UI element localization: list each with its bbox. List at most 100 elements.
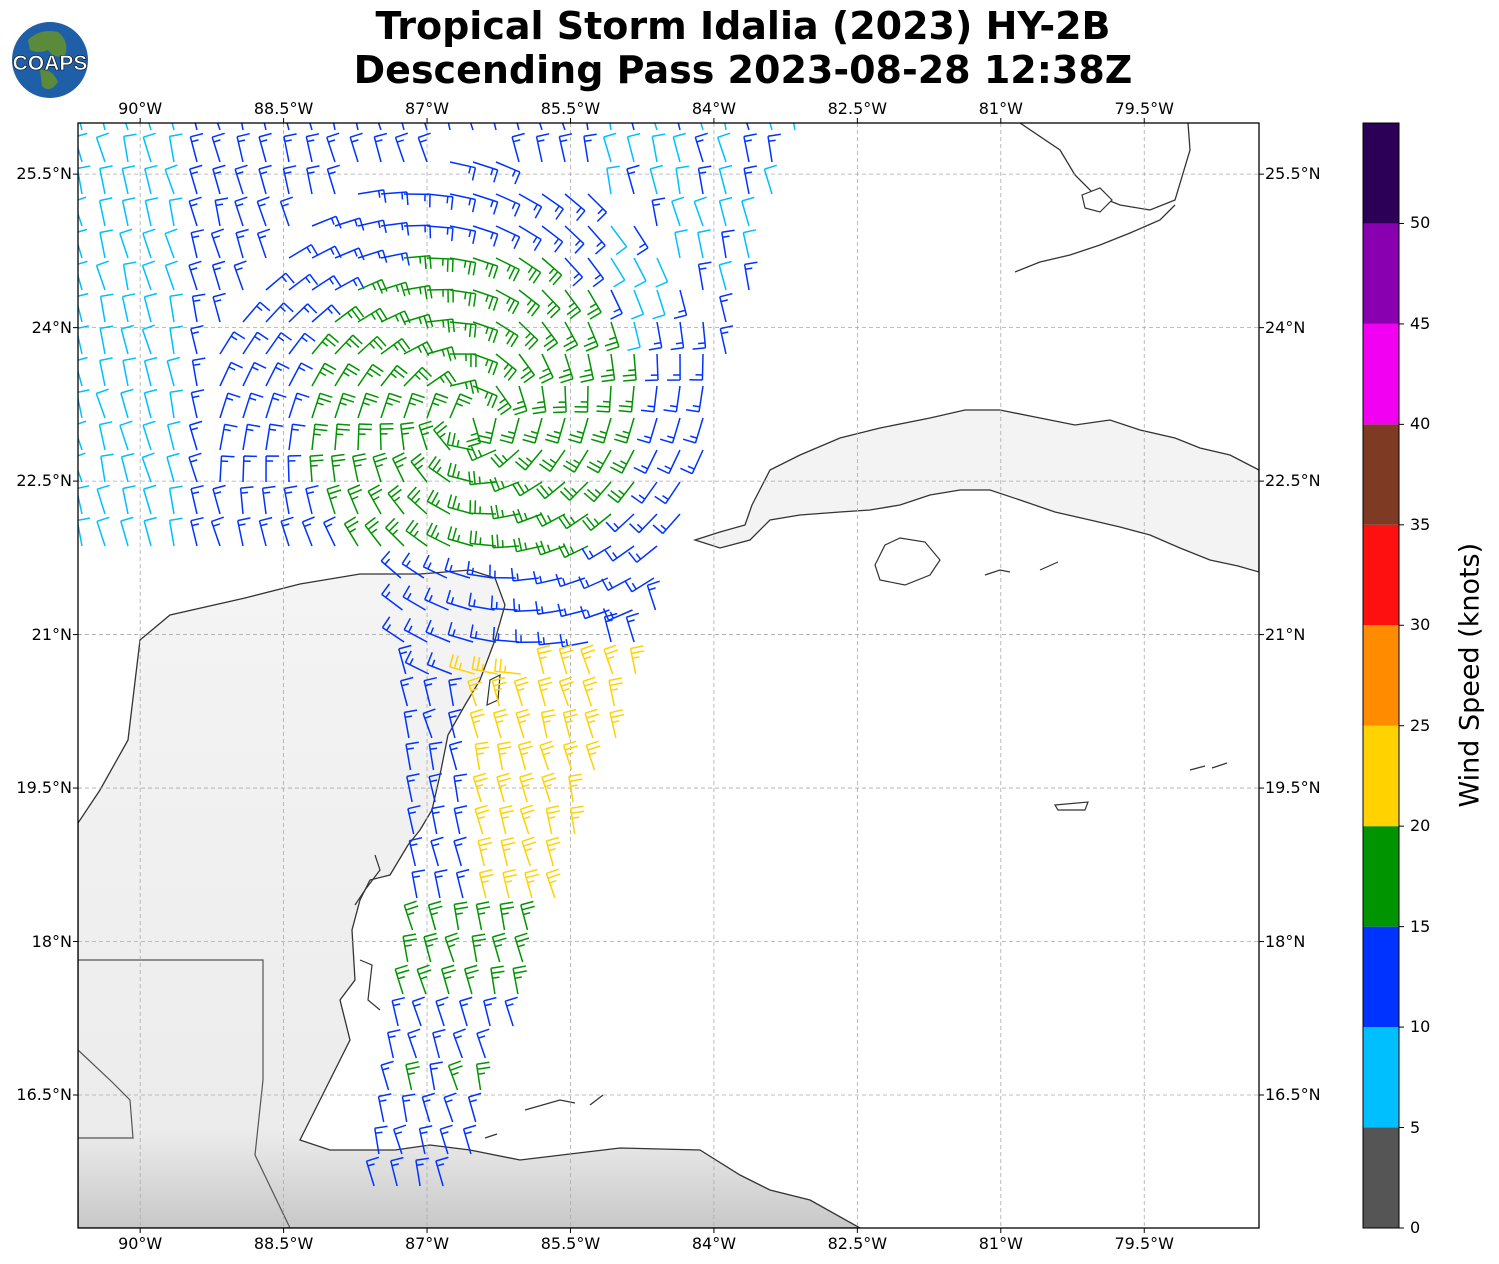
cuba-small-islands	[984, 561, 1059, 576]
y-tick-label-left: 18°N	[31, 931, 72, 951]
wind-barb	[608, 677, 623, 707]
wind-barb	[496, 741, 512, 771]
wind-barb	[626, 132, 641, 163]
wind-barb	[283, 133, 297, 163]
wind-barb	[311, 304, 341, 323]
wind-barb	[164, 164, 178, 195]
wind-barb	[531, 385, 547, 415]
wind-barb	[309, 123, 313, 131]
wind-barb	[242, 423, 261, 451]
wind-barb	[472, 772, 488, 803]
wind-barb	[495, 193, 521, 217]
wind-barb	[256, 196, 270, 227]
wind-barb	[426, 225, 454, 242]
wind-barb	[653, 123, 658, 131]
wind-barb	[169, 325, 183, 355]
wind-barb	[522, 417, 543, 444]
figure-title-line1: Tropical Storm Idalia (2023) HY-2B	[375, 4, 1111, 48]
wind-barb	[500, 836, 516, 867]
colorbar-tick-label: 50	[1410, 213, 1431, 233]
wind-barb	[122, 261, 137, 291]
wind-barb	[311, 392, 333, 419]
wind-barb	[792, 123, 796, 131]
wind-barb	[673, 289, 688, 320]
colorbar-tick-label: 0	[1410, 1218, 1421, 1237]
wind-barb	[652, 513, 681, 535]
wind-barb	[286, 123, 290, 131]
wind-barb	[449, 353, 477, 368]
wind-barb	[311, 215, 342, 229]
wind-barb	[558, 513, 589, 530]
wind-barb	[357, 189, 387, 203]
wind-barb	[357, 335, 387, 355]
wind-barb	[535, 133, 550, 163]
figure-title-line2: Descending Pass 2023-08-28 12:38Z	[353, 48, 1133, 92]
wind-barb	[518, 193, 543, 219]
wind-barb	[216, 123, 221, 131]
colorbar-segment	[1363, 1027, 1399, 1128]
wind-barb	[190, 229, 205, 259]
wind-barb	[453, 901, 469, 931]
wind-barb	[640, 385, 658, 413]
graticule	[78, 123, 1259, 1228]
wind-barb	[265, 272, 295, 291]
wind-barb	[365, 1156, 380, 1187]
wind-barb	[462, 1124, 477, 1155]
wind-barb	[265, 332, 293, 355]
wind-barb	[392, 1124, 407, 1155]
wind-barb	[719, 292, 733, 323]
wind-barb	[586, 449, 612, 474]
wind-barb	[537, 676, 553, 707]
wind-barb	[263, 123, 267, 131]
wind-barb	[385, 517, 405, 547]
wind-barb	[693, 196, 707, 227]
wind-barb	[78, 517, 91, 547]
x-tick-label-bottom: 87°W	[404, 1234, 450, 1253]
wind-barb	[471, 933, 487, 963]
wind-barb	[119, 420, 133, 451]
wind-barb	[418, 420, 434, 451]
wind-barb	[288, 273, 319, 291]
wind-barb	[219, 392, 241, 419]
wind-barb	[518, 257, 542, 284]
wind-barb	[168, 485, 183, 515]
country-border	[78, 959, 291, 1228]
wind-barb	[380, 364, 408, 387]
wind-barb	[287, 454, 302, 483]
wind-barb	[453, 836, 467, 867]
wind-barb	[541, 772, 557, 803]
wind-barb	[472, 161, 499, 183]
wind-barb	[446, 431, 474, 451]
wind-barb	[398, 644, 412, 675]
wind-barb	[475, 901, 491, 931]
colorbar-segment	[1363, 323, 1399, 425]
wind-barb	[606, 165, 620, 195]
wind-barb	[477, 836, 493, 867]
colorbar-segment	[1363, 625, 1399, 726]
wind-barb	[265, 455, 280, 483]
y-tick-label-right: 16.5°N	[1265, 1084, 1321, 1104]
wind-barb	[258, 516, 273, 547]
wind-barb	[582, 676, 598, 707]
wind-barb	[239, 486, 254, 515]
wind-barb	[633, 225, 649, 256]
wind-barb	[564, 289, 582, 320]
wind-barb	[143, 356, 158, 387]
wind-barb	[426, 489, 451, 515]
wind-barb	[171, 123, 175, 131]
wind-barb	[403, 224, 432, 239]
wind-barb	[439, 1124, 453, 1155]
colorbar-tick-label: 20	[1410, 816, 1431, 836]
wind-barb	[689, 353, 704, 381]
wind-barb	[258, 132, 272, 163]
wind-barb	[425, 619, 451, 643]
wind-barb	[95, 132, 110, 163]
wind-barb	[474, 741, 490, 771]
wind-barb	[242, 331, 269, 355]
florida-peninsula	[1019, 123, 1191, 211]
bay-islands	[484, 1094, 604, 1139]
wind-barb	[440, 964, 456, 995]
wind-barb	[100, 453, 114, 483]
wind-barb	[447, 621, 474, 643]
wind-barb	[301, 516, 315, 547]
